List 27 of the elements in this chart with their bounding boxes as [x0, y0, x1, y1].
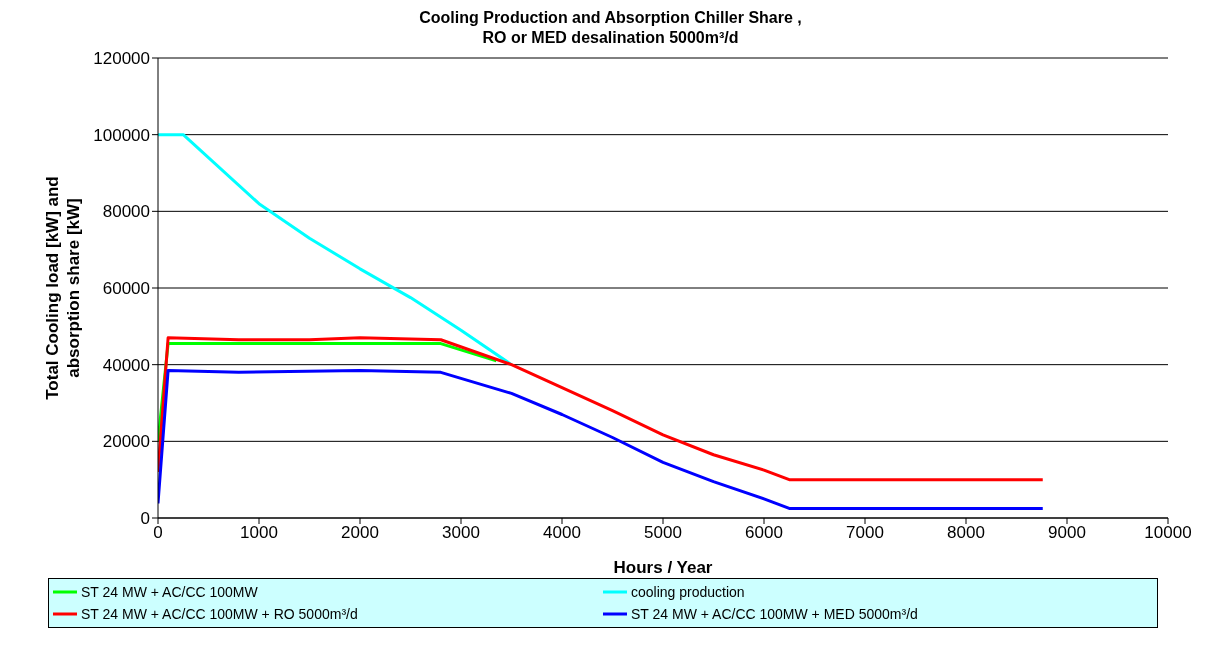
y-tick-label: 100000 — [93, 125, 150, 145]
chart-title: Cooling Production and Absorption Chiller Share , RO or MED desalination 5000m³/d — [418, 8, 803, 48]
y-tick-label: 80000 — [102, 202, 150, 222]
legend-label: cooling production — [631, 584, 745, 600]
x-tick-label: 1000 — [240, 523, 278, 543]
x-tick-label: 5000 — [644, 523, 682, 543]
legend-label: ST 24 MW + AC/CC 100MW + RO 5000m³/d — [81, 606, 358, 622]
y-tick-label: 20000 — [102, 432, 150, 452]
y-tick-label: 60000 — [102, 279, 150, 299]
line-series — [158, 368, 1045, 510]
y-tick-label: 120000 — [93, 49, 150, 69]
x-tick-label: 4000 — [543, 523, 581, 543]
x-tick-label: 8000 — [947, 523, 985, 543]
x-tick-label: 6000 — [745, 523, 783, 543]
x-tick-label: 9000 — [1048, 523, 1086, 543]
y-tick-label: 40000 — [102, 355, 150, 375]
line-series — [158, 336, 1045, 482]
legend-label: ST 24 MW + AC/CC 100MW + MED 5000m³/d — [631, 606, 918, 622]
x-tick-label: 10000 — [1144, 523, 1192, 543]
x-tick-label: 3000 — [442, 523, 480, 543]
y-axis-title: Total Cooling load [kW] and absorption share [kW] — [43, 176, 83, 400]
x-tick-label: 7000 — [846, 523, 884, 543]
x-tick-label: 2000 — [341, 523, 379, 543]
x-tick-label: 0 — [153, 523, 163, 543]
legend-label: ST 24 MW + AC/CC 100MW — [81, 584, 258, 600]
y-tick-label: 0 — [140, 509, 150, 529]
x-axis-title: Hours / Year — [613, 558, 713, 577]
